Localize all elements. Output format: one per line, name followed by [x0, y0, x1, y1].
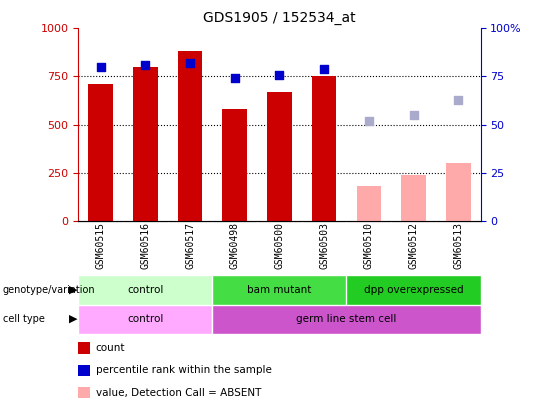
- Text: bam mutant: bam mutant: [247, 285, 312, 295]
- Text: GSM60515: GSM60515: [96, 222, 106, 269]
- Text: GSM60503: GSM60503: [319, 222, 329, 269]
- Bar: [401, 175, 426, 221]
- Bar: [446, 163, 470, 221]
- Bar: [133, 67, 158, 221]
- Point: [275, 71, 284, 78]
- Text: GSM60498: GSM60498: [230, 222, 240, 269]
- Point: [231, 75, 239, 82]
- Bar: [212, 305, 481, 334]
- Text: GSM60516: GSM60516: [140, 222, 150, 269]
- Text: control: control: [127, 314, 164, 324]
- Bar: [78, 275, 212, 305]
- Text: cell type: cell type: [3, 314, 45, 324]
- Point: [320, 66, 328, 72]
- Text: GSM60512: GSM60512: [409, 222, 419, 269]
- Text: percentile rank within the sample: percentile rank within the sample: [96, 365, 272, 375]
- Bar: [267, 92, 292, 221]
- Text: GSM60513: GSM60513: [453, 222, 463, 269]
- Bar: [312, 77, 336, 221]
- Bar: [347, 275, 481, 305]
- Bar: [178, 51, 202, 221]
- Text: GSM60510: GSM60510: [364, 222, 374, 269]
- Bar: [212, 275, 347, 305]
- Text: germ line stem cell: germ line stem cell: [296, 314, 397, 324]
- Title: GDS1905 / 152534_at: GDS1905 / 152534_at: [203, 11, 356, 25]
- Point: [409, 112, 418, 118]
- Text: ▶: ▶: [69, 314, 78, 324]
- Bar: [78, 305, 212, 334]
- Text: control: control: [127, 285, 164, 295]
- Text: value, Detection Call = ABSENT: value, Detection Call = ABSENT: [96, 388, 261, 398]
- Point: [141, 62, 150, 68]
- Bar: [356, 186, 381, 221]
- Bar: [222, 109, 247, 221]
- Text: count: count: [96, 343, 125, 353]
- Text: ▶: ▶: [69, 285, 78, 295]
- Text: GSM60517: GSM60517: [185, 222, 195, 269]
- Text: dpp overexpressed: dpp overexpressed: [364, 285, 463, 295]
- Point: [364, 117, 373, 124]
- Text: genotype/variation: genotype/variation: [3, 285, 96, 295]
- Point: [454, 96, 463, 103]
- Point: [96, 64, 105, 70]
- Text: GSM60500: GSM60500: [274, 222, 285, 269]
- Bar: [89, 84, 113, 221]
- Point: [186, 60, 194, 66]
